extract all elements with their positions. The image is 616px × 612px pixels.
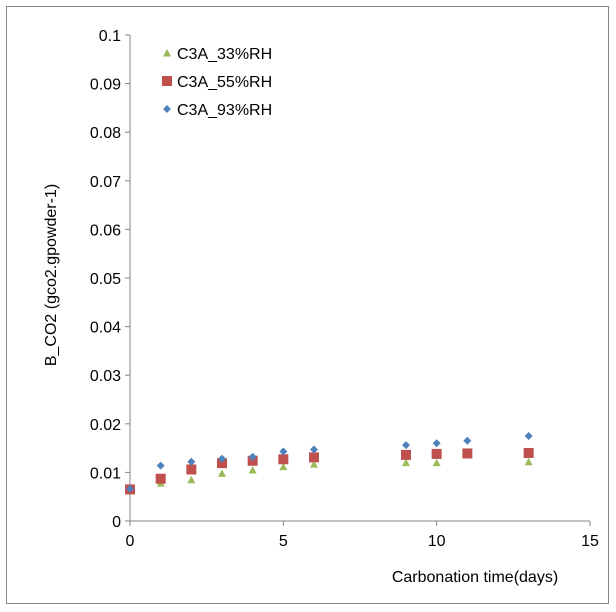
- data-point-triangle: [187, 475, 196, 484]
- y-axis-title: B_CO2 (gco2.gpowder-1): [43, 184, 60, 366]
- y-tick-labels: 0 0.01 0.02 0.03 0.04 0.05 0.06 0.07 0.08 0.09 0.1: [90, 28, 121, 531]
- data-point-square: [309, 452, 319, 463]
- data-point-triangle: [218, 469, 226, 477]
- y-tick-label: 0.07: [90, 174, 121, 191]
- x-tick-label: 15: [581, 533, 599, 550]
- legend-marker-triangle: [163, 49, 171, 57]
- data-point-triangle: [279, 462, 288, 471]
- legend-label: C3A_55%RH: [177, 74, 272, 91]
- y-tick-label: 0.09: [90, 77, 121, 94]
- axes: [125, 34, 591, 526]
- data-point-diamond: [524, 431, 533, 440]
- data-point-diamond: [463, 436, 472, 445]
- data-point-square: [401, 449, 411, 460]
- data-point-square: [217, 458, 227, 469]
- data-point-square: [186, 464, 197, 475]
- data-point-square: [155, 473, 166, 484]
- data-point-square: [278, 454, 289, 465]
- legend: C3A_33%RH C3A_55%RH C3A_93%RH: [162, 46, 272, 119]
- data-point-triangle: [310, 460, 318, 468]
- data-point-diamond: [310, 445, 318, 454]
- data-points: [125, 431, 534, 495]
- y-tick-label: 0.03: [90, 368, 121, 385]
- legend-label: C3A_93%RH: [177, 102, 272, 119]
- y-tick-label: 0.02: [90, 417, 121, 434]
- legend-item[interactable]: C3A_93%RH: [163, 102, 272, 119]
- data-point-triangle: [432, 458, 441, 467]
- x-tick-labels: 0 5 10 15: [126, 533, 599, 550]
- legend-label: C3A_33%RH: [177, 46, 272, 63]
- data-point-triangle: [248, 465, 257, 474]
- data-point-diamond: [218, 454, 226, 463]
- data-point-triangle: [524, 457, 533, 466]
- data-point-diamond: [187, 457, 196, 466]
- data-point-diamond: [432, 439, 441, 448]
- y-tick-label: 0.1: [99, 28, 121, 45]
- data-point-diamond: [156, 461, 165, 470]
- y-tick-label: 0.06: [90, 222, 121, 239]
- chart-frame: [6, 6, 609, 604]
- legend-marker-shape: [162, 76, 172, 86]
- y-tick-label: 0.04: [90, 320, 121, 337]
- data-point-square: [523, 447, 534, 458]
- data-point-diamond: [279, 447, 288, 456]
- legend-item[interactable]: C3A_33%RH: [163, 46, 272, 63]
- legend-item[interactable]: C3A_55%RH: [162, 74, 272, 91]
- y-tick-label: 0.05: [90, 271, 121, 288]
- x-tick-label: 10: [428, 533, 446, 550]
- data-point-triangle: [402, 458, 410, 467]
- x-axis-title: Carbonation time(days): [392, 569, 558, 586]
- y-tick-label: 0: [112, 514, 121, 531]
- data-point-diamond: [126, 484, 134, 493]
- data-point-square: [431, 448, 442, 459]
- data-point-diamond: [402, 441, 410, 450]
- x-tick-label: 0: [126, 533, 135, 550]
- legend-marker-diamond: [163, 105, 171, 113]
- y-tick-label: 0.01: [90, 465, 121, 482]
- y-tick-label: 0.08: [90, 125, 121, 142]
- x-tick-label: 5: [279, 533, 288, 550]
- data-point-square: [462, 448, 473, 459]
- legend-marker-square: [162, 76, 172, 86]
- legend-marker-shape: [163, 49, 171, 57]
- legend-marker-shape: [163, 105, 171, 113]
- data-point-diamond: [248, 452, 257, 461]
